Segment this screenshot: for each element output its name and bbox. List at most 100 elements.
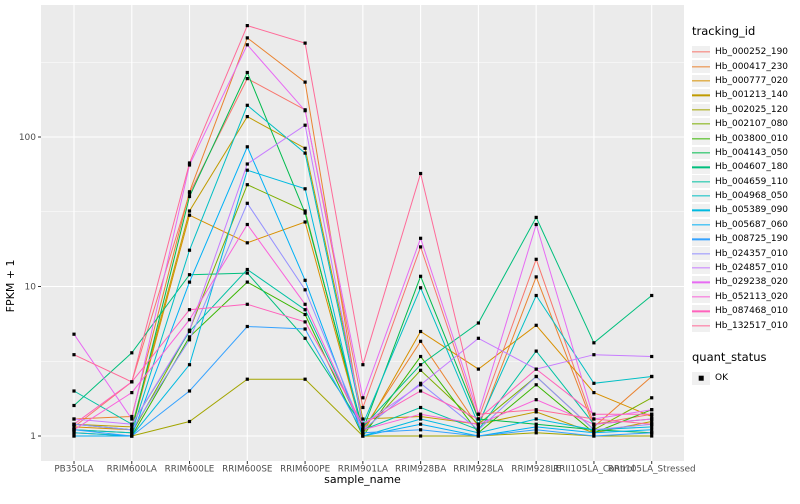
legend-key-line-icon xyxy=(692,65,710,68)
legend-key-box xyxy=(692,189,710,203)
legend-item: Hb_052113_020 xyxy=(692,290,798,304)
legend: tracking_id Hb_000252_190 Hb_000417_230 Hb… xyxy=(692,24,798,386)
legend-item: Hb_000417_230 xyxy=(692,59,798,73)
legend-item-label: Hb_029238_020 xyxy=(715,277,789,288)
legend-key-line-icon xyxy=(692,166,710,168)
svg-text:1: 1 xyxy=(30,432,36,442)
legend-item-label: Hb_132517_010 xyxy=(715,320,789,331)
x-axis-title: sample_name xyxy=(324,473,401,486)
legend-key-line-icon xyxy=(692,310,710,312)
legend-key-box xyxy=(692,60,710,73)
legend-key-box xyxy=(692,319,710,332)
legend-item: Hb_002107_080 xyxy=(692,117,798,131)
gridlines-major-x xyxy=(73,5,653,461)
legend-item-label: Hb_002025_120 xyxy=(715,104,789,115)
svg-text:PB350LA: PB350LA xyxy=(54,465,93,475)
legend-item-label: Hb_000417_230 xyxy=(715,61,789,72)
legend-item-label: Hb_087468_010 xyxy=(715,306,789,317)
legend-item-label: Hb_001213_140 xyxy=(715,90,789,101)
legend-key-line-icon xyxy=(692,195,710,197)
quant-status-legend: quant_status OK xyxy=(692,350,798,386)
data-points xyxy=(72,24,654,438)
legend-item-label: Hb_003800_010 xyxy=(715,133,789,144)
svg-text:RRIM600LA: RRIM600LA xyxy=(107,465,157,475)
legend-item: Hb_004659_110 xyxy=(692,175,798,189)
legend-key-line-icon xyxy=(692,267,710,269)
legend-item: Hb_004968_050 xyxy=(692,189,798,203)
legend-item-ok: OK xyxy=(692,371,798,386)
svg-text:RRIM928BA: RRIM928BA xyxy=(395,465,446,475)
legend-key-box xyxy=(692,103,710,116)
legend-item-label: OK xyxy=(715,373,728,384)
legend-key-line-icon xyxy=(692,51,710,53)
svg-text:RRII105LA_Control: RRII105LA_Control xyxy=(553,465,635,475)
legend-item: Hb_001213_140 xyxy=(692,88,798,102)
legend-key-line-icon xyxy=(692,209,710,212)
legend-key-box xyxy=(692,233,710,246)
point-square-icon xyxy=(698,376,704,381)
legend-item-label: Hb_024857_010 xyxy=(715,263,789,274)
legend-key-box xyxy=(692,304,710,318)
legend-key-line-icon xyxy=(692,253,710,255)
svg-text:RRIM901LA: RRIM901LA xyxy=(338,465,388,475)
legend-item-label: Hb_000777_020 xyxy=(715,75,789,86)
legend-key-box xyxy=(692,161,710,174)
legend-item-label: Hb_005389_090 xyxy=(715,205,789,216)
legend-key-line-icon xyxy=(692,109,710,111)
legend-item: Hb_004607_180 xyxy=(692,160,798,174)
legend-key-line-icon xyxy=(692,137,710,140)
legend-key-box xyxy=(692,175,710,188)
legend-title-quant-status: quant_status xyxy=(692,349,767,364)
legend-title-tracking-id: tracking_id xyxy=(692,24,756,38)
legend-key-line-icon xyxy=(692,123,710,125)
legend-item: Hb_000777_020 xyxy=(692,74,798,88)
legend-key-box xyxy=(692,204,710,217)
legend-item-label: Hb_024357_010 xyxy=(715,248,789,259)
legend-key-box xyxy=(692,371,710,385)
legend-key-box xyxy=(692,117,710,131)
legend-key-box xyxy=(692,247,710,260)
legend-item-label: Hb_002107_080 xyxy=(715,119,789,130)
legend-key-box xyxy=(692,218,710,232)
legend-item: Hb_008725_190 xyxy=(692,232,798,246)
legend-key-line-icon xyxy=(692,324,710,327)
legend-item: Hb_024357_010 xyxy=(692,246,798,260)
legend-key-box xyxy=(692,146,710,160)
legend-item: Hb_005687_060 xyxy=(692,218,798,232)
svg-text:RRIM928LA: RRIM928LA xyxy=(453,465,503,475)
svg-text:RRIM600PE: RRIM600PE xyxy=(280,465,330,475)
legend-key-line-icon xyxy=(692,152,710,154)
legend-key-line-icon xyxy=(692,296,710,298)
legend-item: Hb_000252_190 xyxy=(692,45,798,59)
y-axis-tick-labels: 1 10 100 xyxy=(19,133,36,442)
legend-key-line-icon xyxy=(692,281,710,284)
legend-key-line-icon xyxy=(692,80,710,82)
legend-item-label: Hb_052113_020 xyxy=(715,291,789,302)
legend-key-box xyxy=(692,261,710,275)
svg-text:100: 100 xyxy=(19,133,36,143)
svg-text:RRII105LA_Stressed: RRII105LA_Stressed xyxy=(608,465,696,475)
svg-text:RRIM928LE: RRIM928LE xyxy=(511,465,561,475)
legend-item-label: Hb_004143_050 xyxy=(715,147,789,158)
svg-text:RRIM600LE: RRIM600LE xyxy=(165,465,215,475)
legend-key-box xyxy=(692,45,710,59)
legend-entries: Hb_000252_190 Hb_000417_230 Hb_000777_020 H… xyxy=(692,45,798,333)
legend-item: Hb_024857_010 xyxy=(692,261,798,275)
svg-text:RRIM600SE: RRIM600SE xyxy=(222,465,272,475)
x-axis-tick-labels: PB350LA RRIM600LA RRIM600LE RRIM600SE RRIM60… xyxy=(54,465,695,475)
legend-item: Hb_005389_090 xyxy=(692,203,798,217)
legend-key-line-icon xyxy=(692,224,710,226)
legend-item-label: Hb_000252_190 xyxy=(715,47,789,58)
legend-item: Hb_003800_010 xyxy=(692,131,798,145)
legend-item-label: Hb_004659_110 xyxy=(715,176,789,187)
legend-key-line-icon xyxy=(692,181,710,183)
y-axis-title: FPKM + 1 xyxy=(4,259,17,313)
svg-text:10: 10 xyxy=(25,283,37,293)
legend-key-box xyxy=(692,74,710,88)
legend-item: Hb_132517_010 xyxy=(692,318,798,332)
legend-key-box xyxy=(692,276,710,289)
legend-key-line-icon xyxy=(692,238,710,240)
legend-item: Hb_002025_120 xyxy=(692,103,798,117)
